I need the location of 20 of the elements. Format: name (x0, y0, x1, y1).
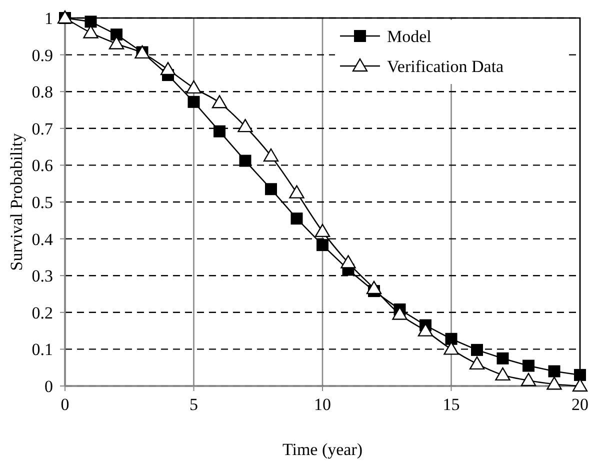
y-tick-label: 1 (44, 9, 53, 28)
y-tick-label: 0.1 (32, 340, 53, 360)
x-tick-label: 0 (60, 395, 70, 414)
y-tick-label: 0.7 (32, 119, 54, 138)
y-tick-label: 0.8 (32, 82, 53, 102)
x-tick-label: 5 (190, 395, 198, 414)
x-tick-label: 15 (442, 395, 460, 414)
y-tick-label: 0.2 (32, 303, 53, 322)
x-tick-label: 20 (572, 395, 588, 414)
x-tick-label: 10 (314, 395, 331, 414)
y-tick-label: 0.5 (32, 193, 53, 212)
y-tick-label: 0.3 (32, 266, 53, 286)
y-tick-label: 0.9 (32, 46, 53, 65)
x-axis-title: Time (year) (282, 440, 363, 459)
y-tick-label: 0.6 (32, 156, 53, 176)
legend-label: Model (387, 27, 432, 46)
y-tick-label: 0 (44, 377, 53, 396)
legend-label: Verification Data (387, 57, 504, 76)
y-axis-title: Survival Probability (7, 132, 26, 271)
y-tick-label: 0.4 (32, 230, 54, 249)
